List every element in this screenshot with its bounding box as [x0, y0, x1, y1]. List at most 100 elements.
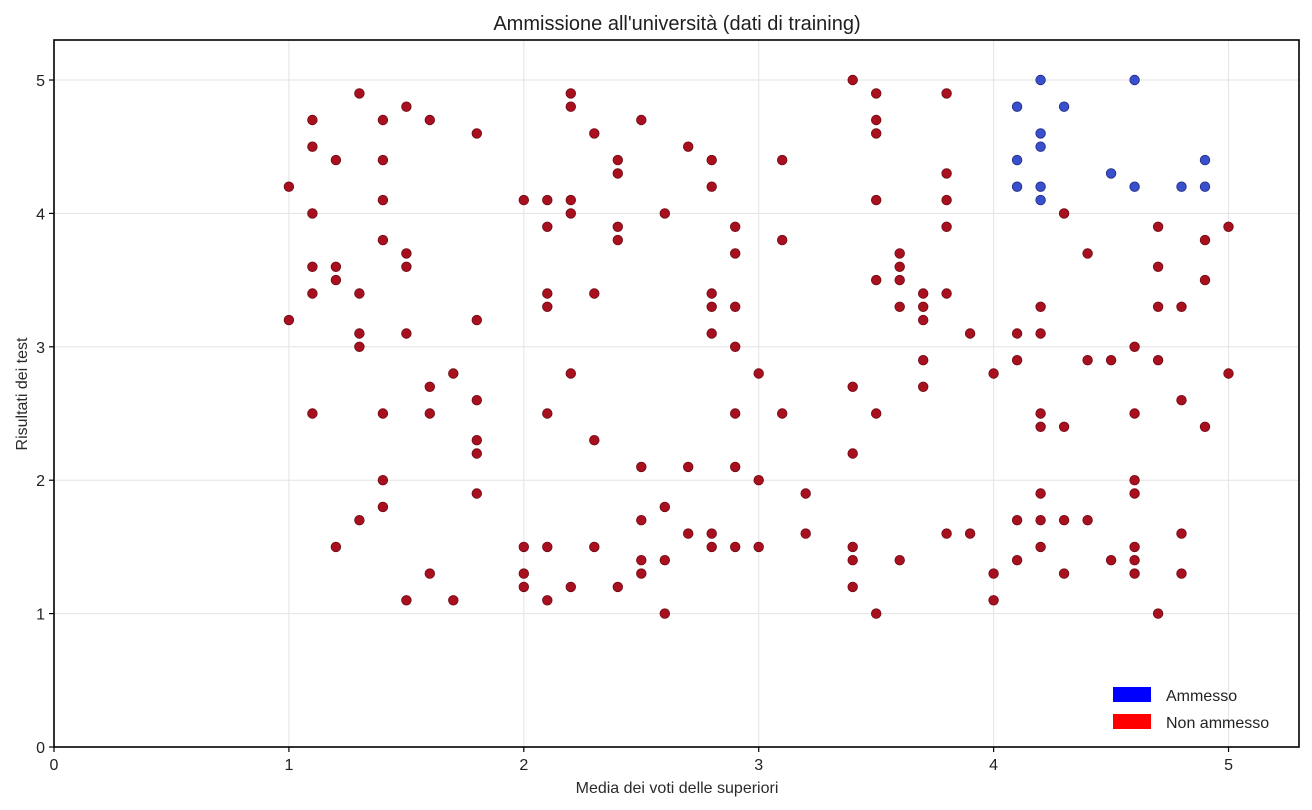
data-point-non-ammesso [1176, 395, 1187, 406]
data-point-non-ammesso [542, 408, 553, 419]
y-axis-label: Risultati dei test [14, 337, 31, 450]
data-point-non-ammesso [471, 314, 483, 326]
x-tick-label-1: 1 [284, 757, 293, 774]
data-point-non-ammesso [307, 208, 318, 219]
data-point-non-ammesso [1152, 608, 1164, 619]
data-point-non-ammesso [565, 208, 577, 219]
data-point-non-ammesso [918, 355, 929, 366]
data-point-non-ammesso [542, 301, 553, 313]
data-point-non-ammesso [1152, 355, 1164, 366]
data-point-non-ammesso [1129, 341, 1140, 353]
data-point-non-ammesso [471, 435, 483, 446]
data-point-non-ammesso [964, 528, 976, 539]
data-point-non-ammesso [894, 274, 905, 286]
data-point-non-ammesso [1035, 515, 1046, 526]
data-point-ammesso [1035, 194, 1046, 206]
data-point-non-ammesso [401, 328, 412, 339]
data-point-non-ammesso [777, 154, 788, 166]
x-tick-label-5: 5 [1224, 757, 1233, 774]
data-point-non-ammesso [964, 328, 976, 339]
data-point-non-ammesso [565, 194, 577, 206]
data-point-non-ammesso [1035, 488, 1046, 499]
data-point-non-ammesso [401, 261, 412, 273]
data-point-non-ammesso [706, 328, 717, 339]
data-point-non-ammesso [1035, 301, 1046, 313]
data-point-non-ammesso [612, 221, 624, 233]
data-point-non-ammesso [330, 154, 342, 166]
data-point-non-ammesso [730, 221, 741, 233]
y-axis-ticks: 0 1 2 3 4 5 [36, 73, 54, 757]
data-point-non-ammesso [424, 568, 436, 579]
data-point-ammesso [1129, 181, 1140, 192]
data-point-non-ammesso [941, 88, 952, 99]
data-point-non-ammesso [636, 555, 647, 566]
data-point-non-ammesso [871, 194, 882, 206]
data-point-non-ammesso [1105, 355, 1117, 366]
data-point-non-ammesso [377, 154, 389, 166]
data-point-ammesso [1035, 74, 1046, 86]
data-point-non-ammesso [377, 501, 389, 513]
data-point-non-ammesso [659, 208, 671, 219]
data-point-non-ammesso [542, 541, 553, 553]
data-point-non-ammesso [659, 555, 671, 566]
x-tick-label-3: 3 [754, 757, 763, 774]
data-point-non-ammesso [424, 114, 436, 126]
data-point-non-ammesso [730, 248, 741, 259]
data-point-non-ammesso [871, 114, 882, 126]
data-point-non-ammesso [1035, 541, 1046, 553]
legend-swatch-non-ammesso [1113, 714, 1151, 729]
data-point-non-ammesso [377, 234, 389, 246]
legend-label-non-ammesso: Non ammesso [1166, 715, 1269, 732]
data-point-non-ammesso [636, 568, 647, 579]
data-point-non-ammesso [988, 568, 999, 579]
data-point-non-ammesso [471, 448, 483, 459]
data-point-non-ammesso [871, 128, 882, 139]
data-point-non-ammesso [659, 501, 671, 513]
data-point-non-ammesso [612, 581, 624, 593]
chart-title: Ammissione all'università (dati di train… [493, 13, 860, 35]
data-point-non-ammesso [941, 194, 952, 206]
data-point-non-ammesso [636, 114, 647, 126]
data-point-non-ammesso [1176, 568, 1187, 579]
data-point-ammesso [1035, 141, 1046, 152]
data-point-non-ammesso [589, 128, 600, 139]
data-point-non-ammesso [565, 368, 577, 379]
data-point-non-ammesso [377, 194, 389, 206]
data-point-ammesso [1035, 128, 1046, 139]
data-point-non-ammesso [894, 555, 905, 566]
data-point-non-ammesso [871, 88, 882, 99]
data-point-non-ammesso [1199, 274, 1211, 286]
data-point-non-ammesso [730, 541, 741, 553]
data-point-non-ammesso [1058, 421, 1070, 433]
data-point-non-ammesso [307, 288, 318, 299]
legend-swatch-ammesso [1113, 687, 1151, 702]
data-point-non-ammesso [871, 274, 882, 286]
data-point-non-ammesso [777, 234, 788, 246]
data-point-non-ammesso [471, 488, 483, 499]
data-point-non-ammesso [565, 101, 577, 112]
legend-label-ammesso: Ammesso [1166, 688, 1237, 705]
data-point-non-ammesso [401, 595, 412, 606]
data-point-non-ammesso [706, 181, 717, 192]
data-point-ammesso [1011, 154, 1023, 166]
data-point-non-ammesso [800, 488, 811, 499]
data-point-non-ammesso [565, 88, 577, 99]
data-point-non-ammesso [1152, 301, 1164, 313]
data-point-non-ammesso [1223, 368, 1234, 379]
data-point-non-ammesso [918, 288, 929, 299]
y-tick-label-3: 3 [36, 340, 45, 357]
data-point-non-ammesso [847, 448, 858, 459]
data-point-non-ammesso [542, 194, 553, 206]
data-point-non-ammesso [377, 408, 389, 419]
data-point-non-ammesso [1199, 421, 1211, 433]
data-point-non-ammesso [918, 381, 929, 393]
data-point-non-ammesso [847, 555, 858, 566]
x-tick-label-4: 4 [989, 757, 998, 774]
data-point-non-ammesso [706, 541, 717, 553]
data-point-non-ammesso [1105, 555, 1117, 566]
data-point-non-ammesso [1199, 234, 1211, 246]
data-point-non-ammesso [941, 221, 952, 233]
data-point-non-ammesso [330, 541, 342, 553]
data-point-non-ammesso [871, 408, 882, 419]
data-point-non-ammesso [706, 301, 717, 313]
